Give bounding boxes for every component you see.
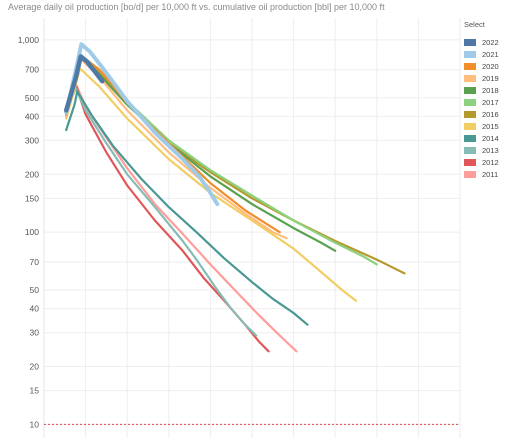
legend-label: 2016 xyxy=(482,109,499,119)
series-line-2013[interactable] xyxy=(70,87,258,337)
legend-label: 2012 xyxy=(482,157,499,167)
legend-swatch xyxy=(464,98,476,106)
y-tick-label: 300 xyxy=(25,135,39,145)
y-tick-label: 700 xyxy=(25,65,39,75)
y-tick-label: 50 xyxy=(30,285,40,295)
legend-item-2016[interactable]: 2016 xyxy=(464,108,526,120)
legend-label: 2013 xyxy=(482,145,499,155)
legend-item-2017[interactable]: 2017 xyxy=(464,96,526,108)
legend-item-2011[interactable]: 2011 xyxy=(464,168,526,180)
y-tick-label: 1,000 xyxy=(18,35,40,45)
legend-item-2015[interactable]: 2015 xyxy=(464,120,526,132)
legend-item-2022[interactable]: 2022 xyxy=(464,36,526,48)
y-tick-label: 500 xyxy=(25,93,39,103)
legend-swatch xyxy=(464,38,476,46)
legend-swatch xyxy=(464,74,476,82)
legend-item-2021[interactable]: 2021 xyxy=(464,48,526,60)
legend-item-2012[interactable]: 2012 xyxy=(464,156,526,168)
legend-label: 2019 xyxy=(482,73,499,83)
legend-swatch xyxy=(464,158,476,166)
series-line-2014[interactable] xyxy=(65,90,309,326)
series-line-2011[interactable] xyxy=(70,82,298,353)
y-tick-label: 70 xyxy=(30,257,40,267)
y-tick-label: 10 xyxy=(30,419,40,429)
y-tick-label: 400 xyxy=(25,111,39,121)
y-tick-label: 30 xyxy=(30,328,40,338)
legend-label: 2022 xyxy=(482,37,499,47)
chart-title: Average daily oil production [bo/d] per … xyxy=(8,2,385,12)
legend-label: 2011 xyxy=(482,169,499,179)
legend-label: 2018 xyxy=(482,85,499,95)
legend-item-2013[interactable]: 2013 xyxy=(464,144,526,156)
legend-swatch xyxy=(464,50,476,58)
y-tick-label: 150 xyxy=(25,193,39,203)
legend-label: 2017 xyxy=(482,97,499,107)
legend-item-2019[interactable]: 2019 xyxy=(464,72,526,84)
legend-swatch xyxy=(464,86,476,94)
series-line-2012[interactable] xyxy=(70,84,270,353)
legend-item-2018[interactable]: 2018 xyxy=(464,84,526,96)
legend-label: 2020 xyxy=(482,61,499,71)
legend-items: 2022 2021 2020 2019 2018 2017 2016 2015 2014 2013… xyxy=(464,36,526,180)
y-axis-tick-labels: 10 15 20 30 40 50 70 100 150 200 300 400 500 700 1,000 xyxy=(18,35,40,430)
legend-item-2020[interactable]: 2020 xyxy=(464,60,526,72)
legend-swatch xyxy=(464,146,476,154)
legend-item-2014[interactable]: 2014 xyxy=(464,132,526,144)
legend-swatch xyxy=(464,110,476,118)
y-tick-label: 40 xyxy=(30,304,40,314)
legend-swatch xyxy=(464,122,476,130)
series-line-2022[interactable] xyxy=(63,54,105,113)
legend-swatch xyxy=(464,170,476,178)
legend-swatch xyxy=(464,62,476,70)
y-tick-label: 100 xyxy=(25,227,39,237)
legend-label: 2014 xyxy=(482,133,499,143)
legend: Select 2022 2021 2020 2019 2018 2017 2016 2015 2… xyxy=(464,20,526,180)
series-line-2021[interactable] xyxy=(64,42,220,207)
legend-swatch xyxy=(464,134,476,142)
series-lines xyxy=(63,42,406,353)
legend-label: 2021 xyxy=(482,49,499,59)
y-tick-label: 200 xyxy=(25,169,39,179)
y-tick-label: 15 xyxy=(30,386,40,396)
y-tick-label: 20 xyxy=(30,362,40,372)
legend-title: Select xyxy=(464,20,485,29)
legend-label: 2015 xyxy=(482,121,499,131)
